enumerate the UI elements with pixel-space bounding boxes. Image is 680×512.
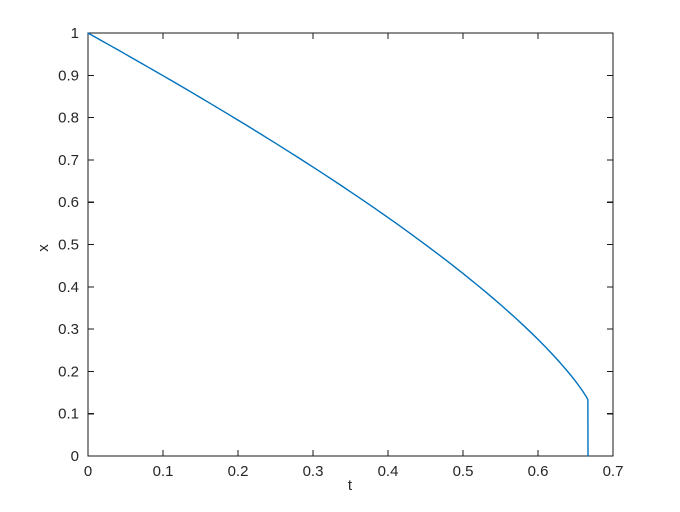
x-tick-label: 0.1 — [153, 463, 174, 480]
x-tick-label: 0.4 — [378, 463, 399, 480]
y-tick-label: 0.3 — [58, 321, 79, 338]
y-tick-label: 0.8 — [58, 110, 79, 127]
x-axis-label: t — [348, 477, 353, 494]
x-tick-label: 0.2 — [228, 463, 249, 480]
y-tick-label: 0.9 — [58, 67, 79, 84]
y-tick-label: 0.1 — [58, 406, 79, 423]
y-tick-label: 0 — [71, 448, 79, 465]
x-axis-tick-labels: 0 0.1 0.2 0.3 0.4 0.5 0.6 0.7 — [84, 463, 624, 480]
x-tick-label: 0.3 — [303, 463, 324, 480]
y-axis-ticks — [88, 32, 613, 457]
x-axis-ticks — [87, 33, 614, 456]
x-tick-label: 0.7 — [603, 463, 624, 480]
x-tick-label: 0.6 — [528, 463, 549, 480]
y-axis-label: x — [35, 244, 52, 252]
y-tick-label: 0.6 — [58, 194, 79, 211]
y-tick-label: 0.5 — [58, 237, 79, 254]
y-tick-label: 1 — [71, 25, 79, 42]
y-tick-label: 0.7 — [58, 152, 79, 169]
data-series-line[interactable] — [87, 32, 589, 457]
x-tick-label: 0 — [84, 463, 92, 480]
y-tick-label: 0.4 — [58, 279, 79, 296]
y-tick-label: 0.2 — [58, 363, 79, 380]
x-tick-label: 0.5 — [453, 463, 474, 480]
y-axis-tick-labels: 0 0.1 0.2 0.3 0.4 0.5 0.6 0.7 0.8 0.9 1 — [58, 25, 79, 465]
